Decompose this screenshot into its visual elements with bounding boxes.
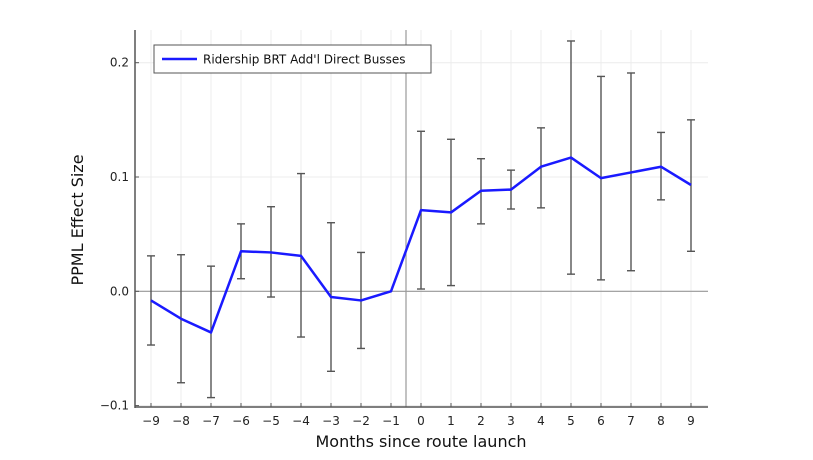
x-tick-label: −9 (142, 414, 160, 428)
x-tick-label: 1 (447, 414, 455, 428)
legend-box (153, 44, 432, 74)
x-tick-label: 4 (537, 414, 545, 428)
y-axis-title: PPML Effect Size (68, 154, 87, 285)
y-tick-label: 0.2 (110, 56, 129, 70)
legend: Ridership BRT Add'l Direct Busses (153, 44, 432, 74)
x-tick-label: 2 (477, 414, 485, 428)
error-bars (147, 40, 695, 399)
x-tick-label: −4 (292, 414, 310, 428)
x-axis-title: Months since route launch (315, 432, 526, 451)
x-tick-label: −2 (352, 414, 370, 428)
y-axis-ticks: −0.1 0.0 0.1 0.2 (100, 56, 139, 413)
y-tick-label: 0.0 (110, 284, 129, 298)
x-tick-label: 0 (417, 414, 425, 428)
y-tick-label: 0.1 (110, 170, 129, 184)
x-tick-label: −7 (202, 414, 220, 428)
y-tick-label: −0.1 (100, 399, 129, 413)
series-polyline (150, 156, 692, 334)
x-tick-label: 5 (567, 414, 575, 428)
x-tick-label: −3 (322, 414, 340, 428)
x-tick-label: −6 (232, 414, 250, 428)
legend-label: Ridership BRT Add'l Direct Busses (203, 53, 405, 67)
x-axis-ticks: −9 −8 −7 −6 −5 −4 −3 −2 −1 0 1 2 3 4 5 6 7 8 9 (142, 403, 695, 428)
x-tick-label: 7 (627, 414, 635, 428)
reference-lines (135, 30, 708, 407)
series-line (150, 156, 692, 334)
x-tick-label: 8 (657, 414, 665, 428)
x-tick-label: −1 (382, 414, 400, 428)
x-tick-label: 3 (507, 414, 515, 428)
x-tick-label: 9 (687, 414, 695, 428)
x-tick-label: 6 (597, 414, 605, 428)
x-tick-label: −5 (262, 414, 280, 428)
x-tick-label: −8 (172, 414, 190, 428)
error-bar (687, 119, 695, 252)
